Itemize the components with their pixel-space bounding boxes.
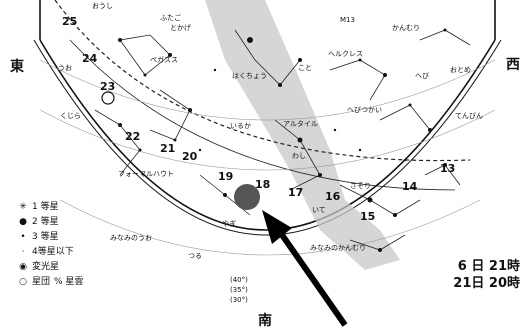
constellation-label: うお — [58, 64, 72, 72]
direction-east: 東 — [10, 59, 24, 75]
legend: ✳ 1 等星 ● 2 等星 • 3 等星 · 4等星以下 ◉ 変光星 ○ 星団% 星雲 — [18, 200, 83, 290]
constellation-label: はくちょう — [232, 72, 267, 80]
ecliptic-number: 25 — [62, 15, 77, 28]
ecliptic-number: 14 — [402, 180, 418, 193]
ecliptic-number: 19 — [218, 170, 233, 183]
m13-label: M13 — [340, 16, 355, 24]
horizon-arc — [39, 39, 496, 231]
ecliptic-number: 22 — [125, 130, 140, 143]
direction-west: 西 — [506, 57, 520, 73]
constellation-label: いて — [312, 206, 326, 214]
constellation-label: ペガスス — [150, 55, 178, 64]
constellation-label: ヘルクレス — [328, 50, 363, 58]
constellation-label: おうし — [92, 2, 113, 10]
constellation-label: へびつかい — [347, 106, 382, 114]
ecliptic-number: 18 — [255, 178, 270, 191]
constellation-label: こと — [298, 64, 312, 72]
constellation-label: つる — [188, 252, 202, 260]
constellation-label: へび — [415, 72, 429, 80]
constellation-label: いるか — [230, 122, 251, 130]
legend-item: · 4等星以下 — [21, 247, 74, 257]
legend-item: ○ 星団% 星雲 — [19, 277, 84, 287]
ecliptic-number: 17 — [288, 186, 303, 199]
constellation-label: アルタイル — [283, 119, 318, 128]
constellation-label: くじら — [60, 112, 81, 120]
ecliptic-number: 13 — [440, 162, 455, 175]
ecliptic-number: 15 — [360, 210, 375, 223]
ecliptic-line — [54, 0, 471, 162]
altitude-label: (30°) — [230, 296, 248, 304]
ecliptic-number: 23 — [100, 80, 115, 93]
constellation-label: おとめ — [450, 66, 471, 74]
constellation-label: かんむり — [392, 24, 420, 32]
ecliptic-number: 16 — [325, 190, 341, 203]
direction-south: 南 — [258, 313, 272, 329]
constellation-label: みなみのうお — [110, 234, 152, 242]
legend-item: ✳ 1 等星 — [19, 202, 59, 212]
constellation-label: みなみのかんむり — [310, 244, 366, 252]
ecliptic-number: 20 — [182, 150, 198, 163]
ecliptic-line-2 — [69, 39, 456, 191]
legend-item: • 3 等星 — [20, 232, 59, 242]
constellation-label: フォーマルハウト — [118, 170, 174, 178]
constellation-label: やぎ — [222, 219, 236, 228]
time-line-2: 21日 20時 — [453, 276, 520, 291]
constellation-label: わし — [292, 152, 306, 160]
star-cluster — [101, 91, 115, 105]
legend-item: ◉ 変光星 — [19, 262, 60, 272]
observation-time: 6 日 21時 21日 20時 — [453, 258, 520, 292]
ecliptic-number: 21 — [160, 142, 175, 155]
pointer-arrow-head — [262, 210, 292, 244]
constellation-label: てんびん — [455, 112, 483, 120]
ecliptic-number: 24 — [82, 52, 98, 65]
horizon-arc-outer — [33, 39, 502, 236]
pointer-arrow-shaft — [277, 230, 348, 327]
milky-way — [205, 0, 400, 270]
stars — [118, 28, 447, 252]
altitude-label: (40°) — [230, 276, 248, 284]
altitude-label: (35°) — [230, 286, 248, 294]
legend-item: ● 2 等星 — [19, 217, 59, 227]
constellation-label: ふたご — [160, 13, 181, 22]
time-line-1: 6 日 21時 — [457, 259, 520, 274]
planet-marker — [234, 184, 260, 210]
constellation-label: とかげ — [170, 23, 191, 32]
constellation-label: さそり — [350, 182, 371, 190]
